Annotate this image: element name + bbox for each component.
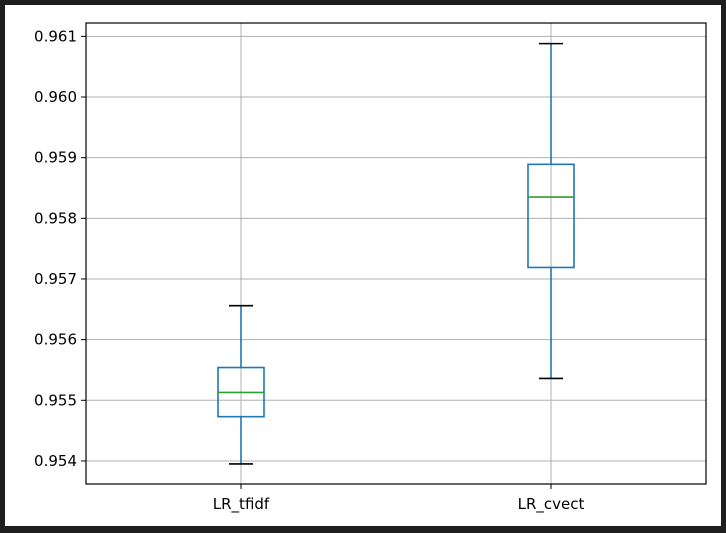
grid-layer bbox=[86, 23, 706, 484]
box-layer bbox=[217, 42, 575, 465]
tick-layer: 0.954 0.955 0.956 0.957 0.958 0.959 0.960 0.961… bbox=[34, 27, 584, 514]
x-tick-label-LR_tfidf: LR_tfidf bbox=[213, 495, 270, 514]
box-LR_cvect bbox=[527, 42, 575, 380]
boxplot-chart: 0.954 0.955 0.956 0.957 0.958 0.959 0.960 0.961… bbox=[34, 22, 707, 514]
y-tick-label: 0.957 bbox=[34, 270, 77, 288]
y-tick-label: 0.955 bbox=[34, 391, 77, 409]
y-tick-label: 0.956 bbox=[34, 331, 77, 349]
y-tick-label: 0.961 bbox=[34, 27, 77, 45]
iqr-box bbox=[527, 163, 575, 269]
y-tick-label: 0.959 bbox=[34, 149, 77, 167]
box-LR_tfidf bbox=[217, 304, 265, 465]
x-tick-label-LR_cvect: LR_cvect bbox=[518, 495, 585, 514]
figure-canvas: 0.954 0.955 0.956 0.957 0.958 0.959 0.960 0.961… bbox=[5, 5, 721, 526]
axes-frame bbox=[85, 22, 707, 485]
y-tick-label: 0.954 bbox=[34, 452, 77, 470]
y-tick-label: 0.960 bbox=[34, 88, 77, 106]
y-tick-label: 0.958 bbox=[34, 209, 77, 227]
